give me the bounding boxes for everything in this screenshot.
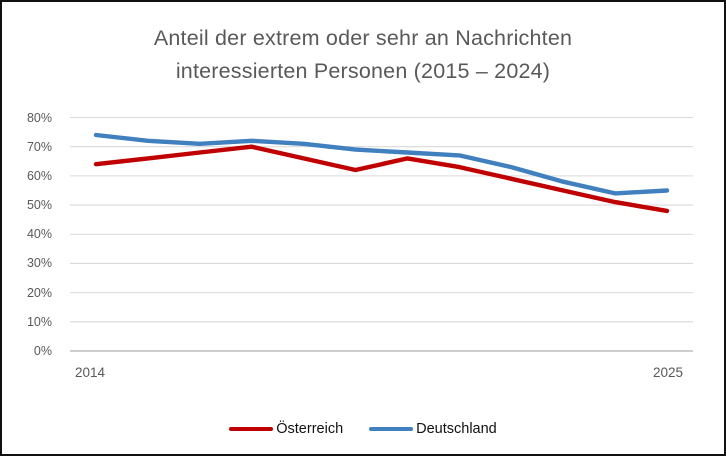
x-axis-label-start: 2014 xyxy=(74,365,106,380)
legend-item-deutschland: Deutschland xyxy=(369,421,497,437)
legend-swatch-osterreich-icon xyxy=(229,426,274,432)
y-axis-tick-label: 0% xyxy=(33,344,52,358)
chart-title-line2: interessierten Personen (2015 – 2024) xyxy=(175,59,551,83)
y-axis-tick-label: 60% xyxy=(26,168,52,183)
y-axis-tick-label: 80% xyxy=(26,110,52,125)
legend-label-osterreich: Österreich xyxy=(276,421,344,437)
legend-swatch-deutschland-icon xyxy=(369,426,414,432)
x-axis-label-end: 2025 xyxy=(652,365,684,380)
chart-title: Anteil der extrem oder sehr an Nachricht… xyxy=(2,22,724,88)
legend-label-deutschland: Deutschland xyxy=(416,421,497,437)
y-axis-tick-label: 20% xyxy=(26,285,52,300)
y-axis-tick-label: 70% xyxy=(26,139,52,154)
series-line-deutschland xyxy=(93,132,670,196)
series-line-sterreich xyxy=(93,144,670,214)
y-axis-tick-label: 10% xyxy=(26,314,52,329)
y-axis-tick-label: 30% xyxy=(26,256,52,271)
y-axis-tick-label: 40% xyxy=(26,227,52,242)
legend-item-osterreich: Österreich xyxy=(229,421,343,437)
chart-title-line1: Anteil der extrem oder sehr an Nachricht… xyxy=(153,26,573,50)
y-axis-tick-label: 50% xyxy=(26,198,52,213)
legend: Österreich Deutschland xyxy=(2,416,724,442)
